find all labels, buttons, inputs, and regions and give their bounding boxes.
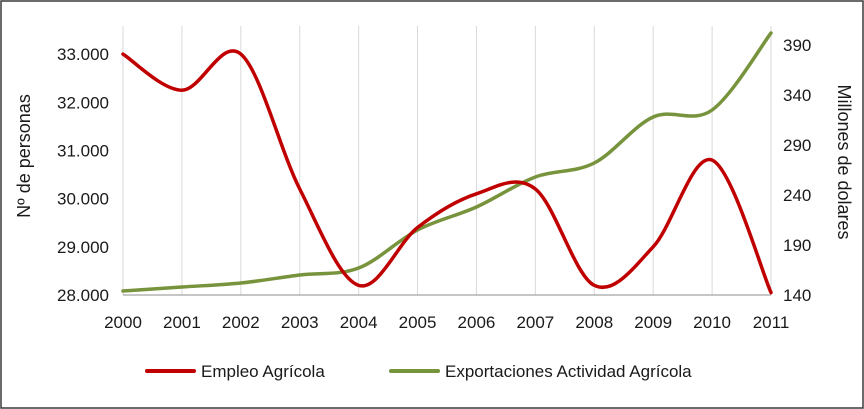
x-tick-label: 2009 — [634, 313, 672, 332]
series-line-exportaciones — [121, 31, 773, 293]
y2-tick-label: 340 — [783, 86, 811, 105]
x-tick-label: 2002 — [222, 313, 260, 332]
series-line-empleo — [121, 49, 773, 295]
legend-label-empleo: Empleo Agrícola — [201, 362, 325, 381]
right-axis-ticks: 140 190 240 290 340 390 — [783, 36, 811, 305]
x-axis-ticks: 2000 2001 2002 2003 2004 2005 2006 2007 2008 2009… — [104, 313, 789, 332]
y2-tick-label: 390 — [783, 36, 811, 55]
y-tick-label: 29.000 — [57, 238, 109, 257]
x-tick-label: 2006 — [458, 313, 496, 332]
x-tick-label: 2010 — [693, 313, 731, 332]
y-tick-label: 31.000 — [57, 141, 109, 160]
x-tick-label: 2008 — [575, 313, 613, 332]
y2-tick-label: 140 — [783, 286, 811, 305]
x-tick-label: 2003 — [281, 313, 319, 332]
left-axis-ticks: 28.000 29.000 30.000 31.000 32.000 33.000 — [57, 45, 109, 305]
legend-label-exportaciones: Exportaciones Actividad Agrícola — [445, 362, 692, 381]
y2-tick-label: 290 — [783, 136, 811, 155]
vertical-gridlines — [122, 26, 772, 295]
legend: Empleo Agrícola Exportaciones Actividad … — [145, 362, 692, 381]
y-tick-label: 33.000 — [57, 45, 109, 64]
right-axis-title: Millones de dolares — [834, 84, 854, 239]
x-tick-label: 2011 — [753, 313, 790, 332]
x-tick-label: 2007 — [516, 313, 554, 332]
y2-tick-label: 240 — [783, 186, 811, 205]
y-tick-label: 30.000 — [57, 190, 109, 209]
x-tick-label: 2005 — [399, 313, 437, 332]
x-tick-label: 2001 — [163, 313, 201, 332]
series-lines — [121, 31, 773, 295]
x-tick-label: 2000 — [104, 313, 142, 332]
y-tick-label: 28.000 — [57, 286, 109, 305]
x-tick-label: 2004 — [340, 313, 378, 332]
y-tick-label: 32.000 — [57, 93, 109, 112]
left-axis-title: Nº de personas — [14, 94, 34, 218]
y2-tick-label: 190 — [783, 236, 811, 255]
